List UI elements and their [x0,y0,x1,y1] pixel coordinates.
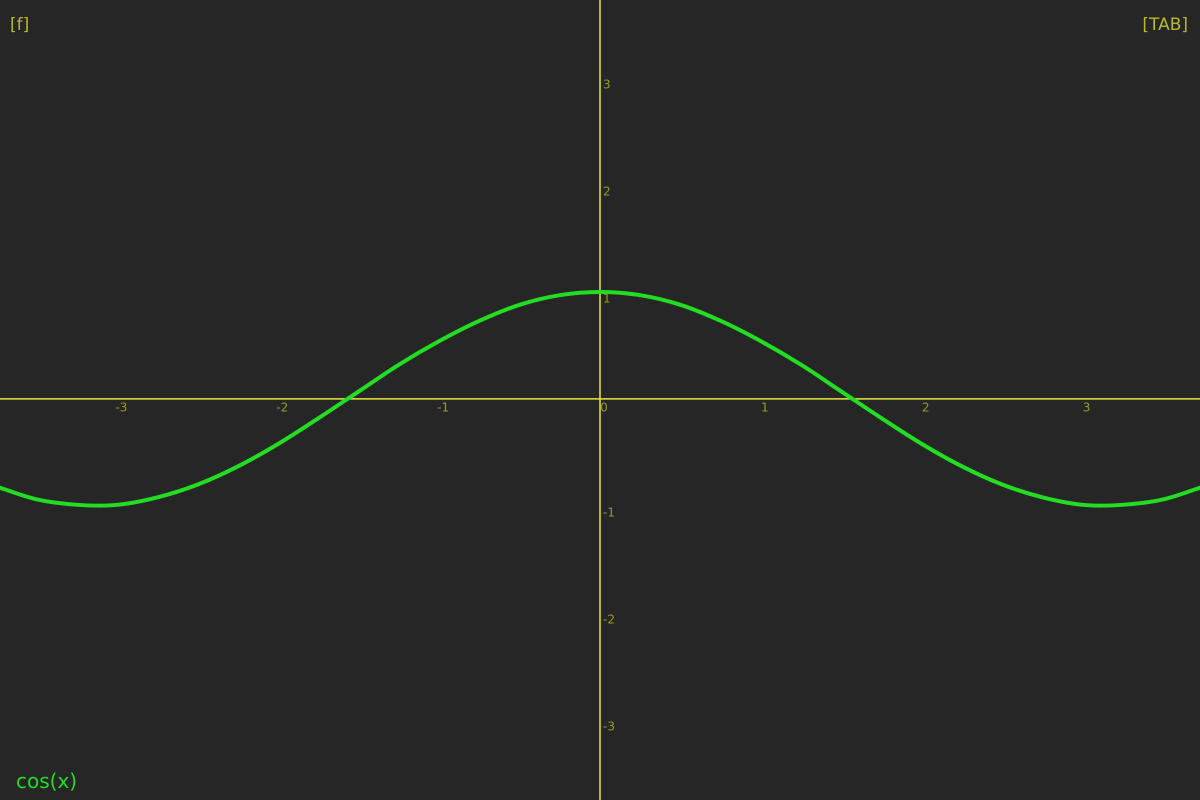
y-tick-label: -1 [603,505,615,519]
y-tick-label: -2 [603,612,615,626]
y-tick-label: 1 [603,291,611,305]
function-name: cos(x) [16,769,77,793]
x-tick-label: -2 [276,400,288,414]
y-tick-label: -3 [603,719,615,733]
y-tick-label: 3 [603,78,611,92]
function-curve [0,289,1200,508]
x-tick-label: 1 [761,400,769,414]
x-tick-label: 2 [922,400,930,414]
x-tick-label: 0 [600,400,608,414]
x-tick-label: -3 [115,400,127,414]
x-tick-label: -1 [437,400,449,414]
table-hint[interactable]: [TAB] [1142,15,1188,35]
y-tick-label: 2 [603,185,611,199]
function-hint[interactable]: [f] [10,15,29,35]
x-tick-label: 3 [1083,400,1091,414]
